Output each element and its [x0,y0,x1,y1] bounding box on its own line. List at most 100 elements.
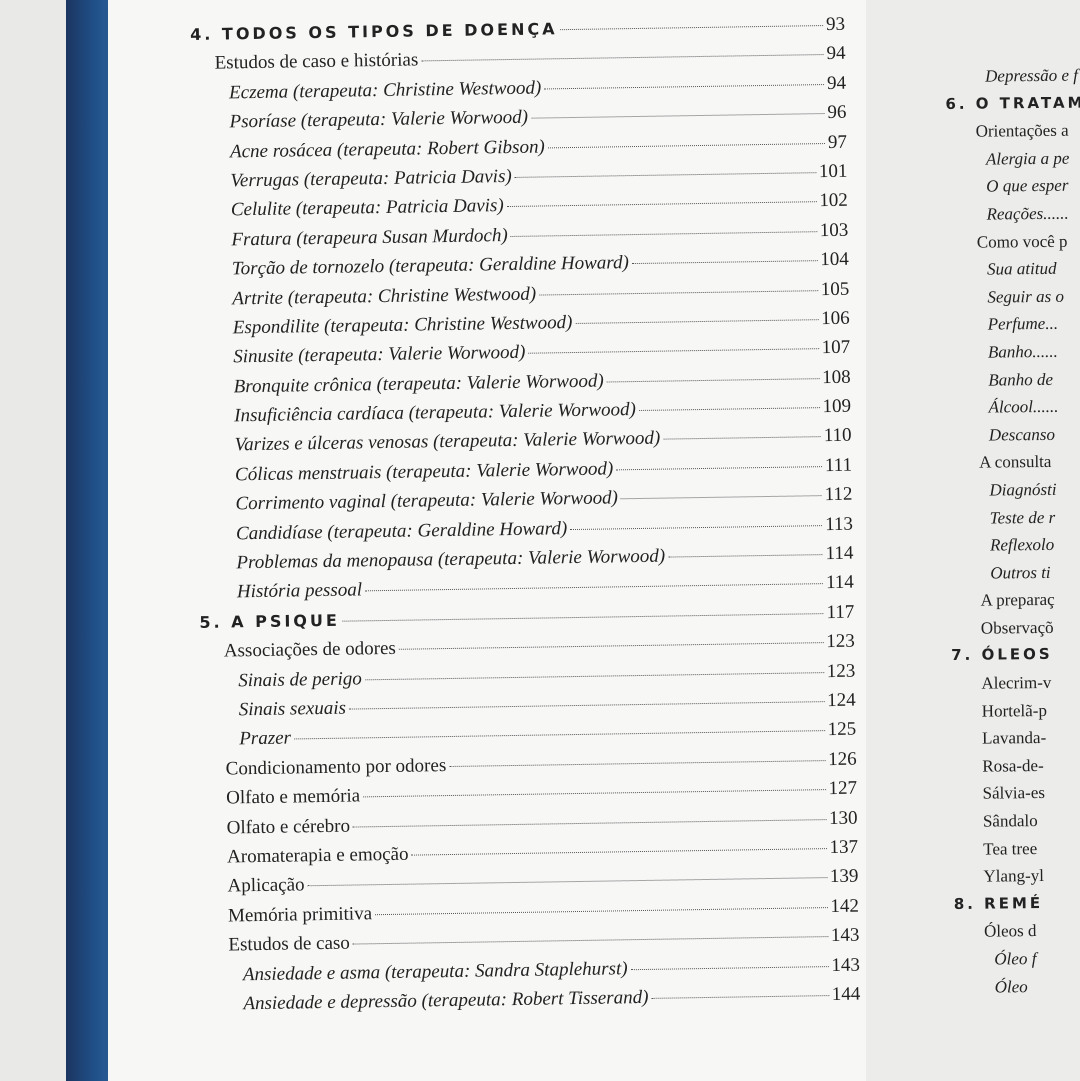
toc-chapter: 6. O TRATAM [945,93,1080,113]
dot-leader [651,994,829,999]
dot-leader [528,348,819,355]
dot-leader [560,25,824,31]
dot-leader [616,465,822,471]
toc-entry-title: Estudos de caso [228,932,350,956]
toc-page-number: 111 [824,454,853,476]
toc-entry: O que esper [986,176,1069,196]
toc-page-number: 106 [821,307,850,330]
toc-entry-title: Acne rosácea (terapeuta: Robert Gibson) [229,136,545,162]
toc-chapter: 8. REMÉ [953,893,1044,913]
toc-entry: Observaçõ [980,617,1054,638]
toc-entry-title: História pessoal [236,579,363,603]
toc-page-number: 94 [826,43,846,65]
dot-leader [293,730,825,740]
dot-leader [606,377,820,383]
dot-leader [375,906,828,915]
toc-entry-title: Memória primitiva [227,902,373,927]
toc-page-number: 114 [825,542,854,565]
toc-page-number: 113 [824,513,854,535]
toc-entry: Teste de r [989,507,1056,528]
toc-page-number: 130 [828,807,858,829]
dot-leader [352,936,828,945]
toc-page-number: 137 [829,836,859,858]
toc-page-number: 143 [830,924,860,947]
toc-entry-title: Estudos de caso e histórias [214,49,419,75]
toc-entry: Descanso [988,424,1056,445]
toc-entry: Orientações a [975,120,1069,141]
toc-page-number: 108 [821,366,851,388]
toc-page-number: 94 [826,72,847,94]
toc-entry-title: Espondilite (terapeuta: Christine Westwo… [232,311,573,339]
dot-leader [510,230,817,237]
toc-entry-title: 5. A PSIQUE [199,610,340,632]
toc-page-number: 126 [827,748,857,770]
toc-page-number: 142 [830,895,860,917]
toc-entry-title: Sinusite (terapeuta: Valerie Worwood) [233,342,526,368]
toc-entry-title: Candidíase (terapeuta: Geraldine Howard) [235,517,568,544]
toc-page-number: 112 [824,483,853,506]
toc-entry-title: 4. TODOS OS TIPOS DE DOENÇA [190,19,558,44]
toc-page-number: 96 [827,101,847,124]
toc-page-number: 109 [822,395,852,418]
toc-page-number: 144 [831,983,861,1005]
toc-entry: Reações...... [986,203,1069,224]
dot-leader [638,407,820,412]
dot-leader [363,789,826,798]
dot-leader [364,671,824,680]
toc-entry: Sândalo [982,811,1038,831]
dot-leader [570,524,823,530]
toc-entry: Rosa-de- [982,755,1044,776]
toc-page-number: 101 [818,160,848,183]
toc-entry-title: Psoríase (terapeuta: Valerie Worwood) [229,106,529,133]
toc-entry-title: Eczema (terapeuta: Christine Westwood) [228,77,542,104]
toc-entry-title: Ansiedade e asma (terapeuta: Sandra Stap… [242,957,628,985]
left-page [108,0,866,1081]
toc-page-number: 117 [826,601,855,623]
toc-page-number: 93 [825,13,846,36]
toc-entry: Ylang-yl [983,866,1045,886]
toc-entry: Diagnósti [989,479,1057,500]
toc-page-number: 110 [823,425,852,447]
toc-page-number: 103 [819,219,849,241]
toc-entry-title: Sinais de perigo [238,667,362,691]
toc-entry-title: Celulite (terapeuta: Patricia Davis) [230,195,504,221]
toc-page-number: 143 [831,954,861,976]
toc-entry: Óleo [994,976,1028,997]
toc-entry-title: Cólicas menstruais (terapeuta: Valerie W… [234,458,614,486]
toc-page-number: 123 [826,660,856,682]
dot-leader [514,172,816,178]
toc-page-number: 105 [820,278,850,300]
dot-leader [547,142,825,148]
toc-entry-title: Corrimento vaginal (terapeuta: Valerie W… [235,487,619,515]
dot-leader [668,554,823,558]
toc-entry-title: Associações de odores [223,638,397,662]
toc-page-number: 102 [819,190,849,212]
toc-entry: Tea tree [983,838,1038,859]
toc-entry: Hortelã-p [981,700,1047,721]
toc-chapter: 7. ÓLEOS [951,645,1053,665]
toc-page-number: 123 [826,630,855,653]
toc-entry: Outros ti [990,562,1051,583]
dot-leader [531,113,825,119]
toc-entry: Óleo f [994,949,1037,969]
toc-entry-title: Verrugas (terapeuta: Patricia Davis) [230,165,512,192]
toc-entry-title: Artrite (terapeuta: Christine Westwood) [232,283,537,309]
dot-leader [398,642,824,650]
toc-entry: Seguir as o [987,286,1065,307]
dot-leader [575,319,819,324]
dot-leader [630,965,829,970]
toc-entry-title: Fratura (terapeura Susan Murdoch) [231,224,508,251]
toc-entry: A preparaç [980,590,1055,610]
book-spine-edge [66,0,110,1081]
toc-entry: Sálvia-es [982,783,1046,804]
toc-entry-title: Condicionamento por odores [225,754,447,780]
dot-leader [411,848,827,856]
dot-leader [631,260,818,265]
toc-entry-title: Olfato e memória [225,785,361,809]
dot-leader [348,701,825,710]
dot-leader [353,818,827,828]
right-page [866,0,1080,1081]
toc-entry: Sua atitud [987,258,1057,279]
dot-leader [449,759,826,767]
toc-entry: Lavanda- [981,728,1047,748]
